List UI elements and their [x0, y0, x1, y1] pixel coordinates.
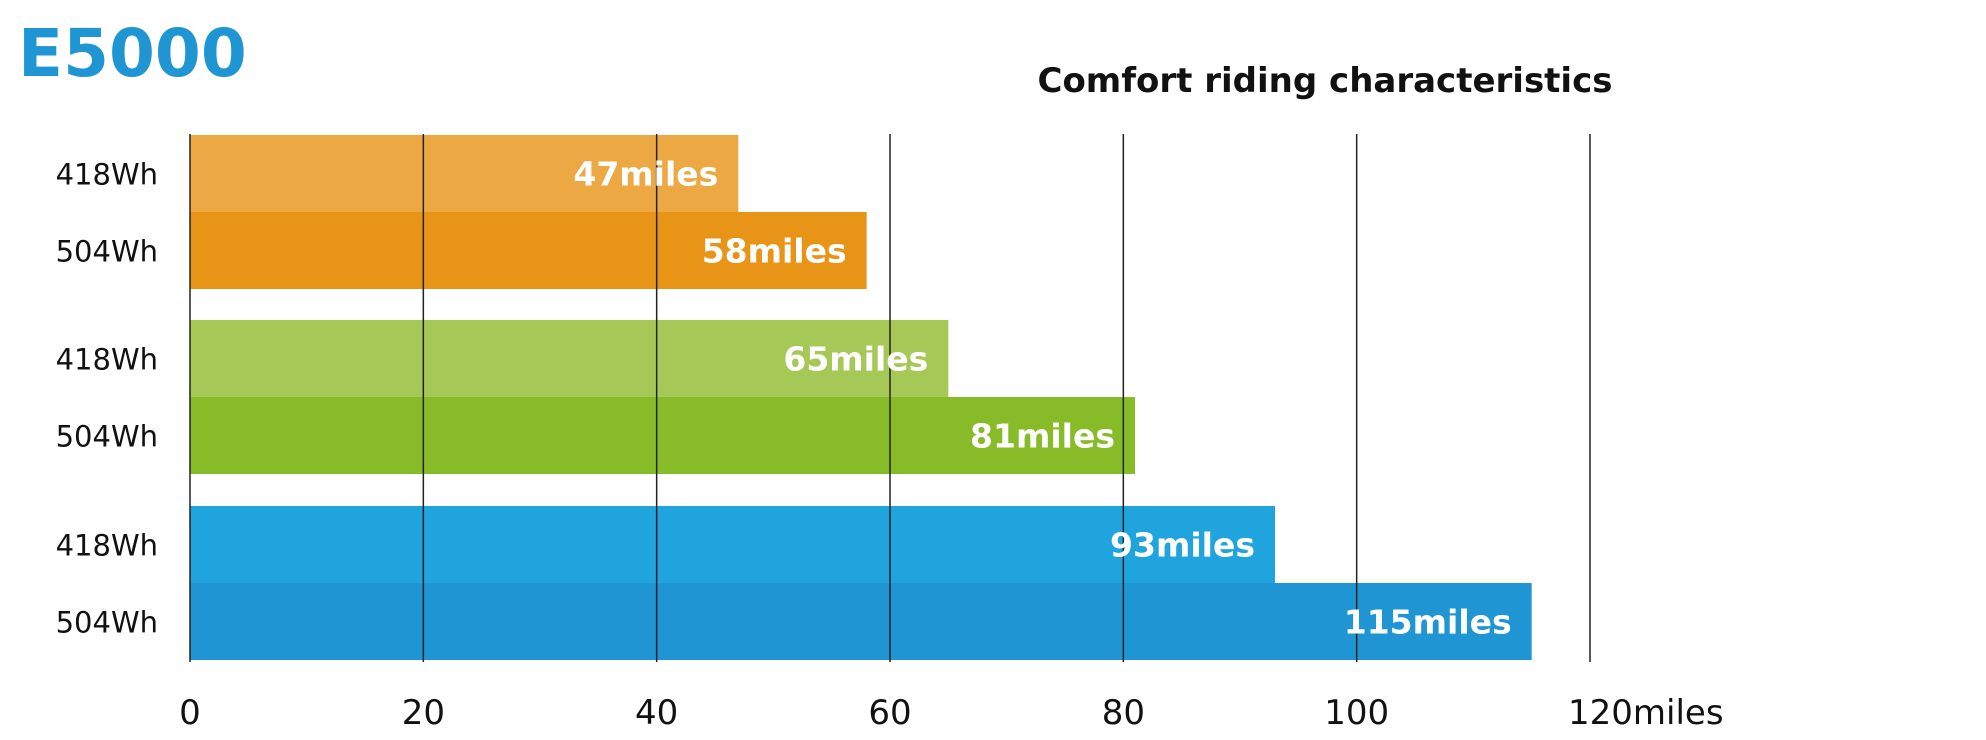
bar-2	[190, 320, 949, 397]
bar-5	[190, 583, 1532, 660]
category-label-5: 504Wh	[56, 606, 158, 640]
x-tick-label-4: 80	[1102, 693, 1145, 733]
brand-title: E5000	[18, 15, 247, 92]
x-axis-ticks: 0 20 40 60 80 100 120miles	[179, 693, 1723, 733]
category-label-2: 418Wh	[56, 343, 158, 377]
bar-3	[190, 397, 1135, 474]
data-label-3: 81miles	[970, 417, 1115, 456]
x-tick-label-2: 40	[635, 693, 678, 733]
x-tick-label-3: 60	[868, 693, 911, 733]
x-tick-label-1: 20	[402, 693, 445, 733]
grid-lines	[189, 134, 1591, 662]
x-tick-label-5: 100	[1324, 693, 1389, 733]
bar-0	[190, 135, 739, 212]
category-label-0: 418Wh	[56, 158, 158, 192]
bar-1	[190, 212, 867, 289]
data-label-5: 115miles	[1344, 603, 1512, 642]
x-tick-label-6: 120miles	[1568, 693, 1724, 733]
bar-4	[190, 506, 1275, 583]
data-label-4: 93miles	[1110, 526, 1255, 565]
data-label-1: 58miles	[702, 232, 847, 271]
data-label-2: 65miles	[783, 340, 928, 379]
category-labels: 418Wh 504Wh 418Wh 504Wh 418Wh 504Wh	[56, 158, 158, 640]
data-label-0: 47miles	[573, 155, 718, 194]
bars	[190, 135, 1532, 660]
category-label-4: 418Wh	[56, 529, 158, 563]
data-labels: 47miles 58miles 65miles 81miles 93miles 115mi…	[573, 155, 1511, 642]
x-tick-label-0: 0	[179, 693, 201, 733]
chart-title: Comfort riding characteristics	[1038, 61, 1613, 101]
category-label-3: 504Wh	[56, 420, 158, 454]
category-label-1: 504Wh	[56, 235, 158, 269]
